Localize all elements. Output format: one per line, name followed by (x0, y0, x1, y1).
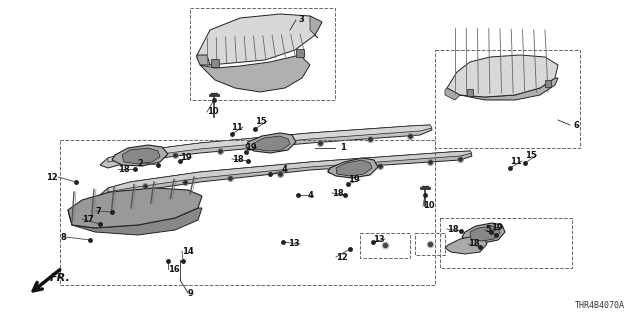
Polygon shape (108, 125, 432, 162)
Text: 1: 1 (340, 143, 346, 153)
Bar (360, 233, 410, 258)
Polygon shape (447, 55, 558, 97)
Text: 15: 15 (255, 116, 267, 125)
Text: 3: 3 (298, 15, 304, 25)
Text: 18: 18 (332, 188, 344, 197)
Text: 13: 13 (373, 235, 385, 244)
Text: 19: 19 (245, 142, 257, 151)
Polygon shape (328, 158, 378, 178)
Polygon shape (197, 14, 322, 65)
Text: 13: 13 (289, 239, 300, 249)
Bar (440, 218, 572, 268)
Text: 7: 7 (96, 206, 102, 215)
Text: 14: 14 (182, 246, 194, 255)
Text: 19: 19 (180, 153, 192, 162)
Polygon shape (470, 226, 500, 241)
Bar (415, 233, 445, 255)
Polygon shape (545, 80, 551, 87)
Text: 11: 11 (231, 123, 243, 132)
Polygon shape (100, 151, 472, 198)
Polygon shape (445, 236, 487, 254)
Polygon shape (108, 151, 472, 192)
Polygon shape (68, 208, 202, 235)
Polygon shape (310, 16, 322, 38)
Text: 19: 19 (348, 175, 360, 185)
Polygon shape (100, 125, 432, 168)
Polygon shape (200, 55, 310, 92)
Text: 15: 15 (525, 150, 537, 159)
Bar (190, 8, 335, 100)
Polygon shape (197, 55, 210, 65)
Text: 6: 6 (573, 121, 579, 130)
Text: 18: 18 (118, 164, 130, 173)
Text: 10: 10 (207, 108, 219, 116)
Text: 5: 5 (485, 226, 491, 235)
Text: 9: 9 (188, 289, 194, 298)
Polygon shape (68, 188, 202, 228)
Polygon shape (462, 223, 505, 243)
Text: 10: 10 (423, 202, 435, 211)
Polygon shape (445, 88, 460, 100)
Polygon shape (336, 160, 372, 176)
Bar (435, 50, 580, 148)
Text: 18: 18 (468, 239, 479, 249)
Text: 2: 2 (137, 158, 143, 167)
Polygon shape (467, 89, 473, 96)
Polygon shape (447, 78, 558, 100)
Text: 17: 17 (82, 214, 93, 223)
Polygon shape (122, 148, 160, 164)
Text: FR.: FR. (50, 273, 71, 283)
Bar (60, 140, 435, 285)
Text: 4: 4 (281, 165, 287, 174)
Polygon shape (211, 59, 219, 67)
Polygon shape (246, 133, 296, 153)
Polygon shape (296, 49, 304, 57)
Polygon shape (254, 136, 290, 151)
Text: 18: 18 (232, 155, 244, 164)
Polygon shape (112, 145, 168, 166)
Text: 12: 12 (336, 252, 348, 261)
Text: 16: 16 (168, 265, 180, 274)
Text: 19: 19 (492, 222, 503, 231)
Text: 18: 18 (447, 225, 459, 234)
Text: THR4B4070A: THR4B4070A (575, 301, 625, 310)
Text: 4: 4 (307, 190, 313, 199)
Text: 8: 8 (60, 233, 66, 242)
Text: 12: 12 (46, 172, 58, 181)
Text: 11: 11 (510, 156, 522, 165)
